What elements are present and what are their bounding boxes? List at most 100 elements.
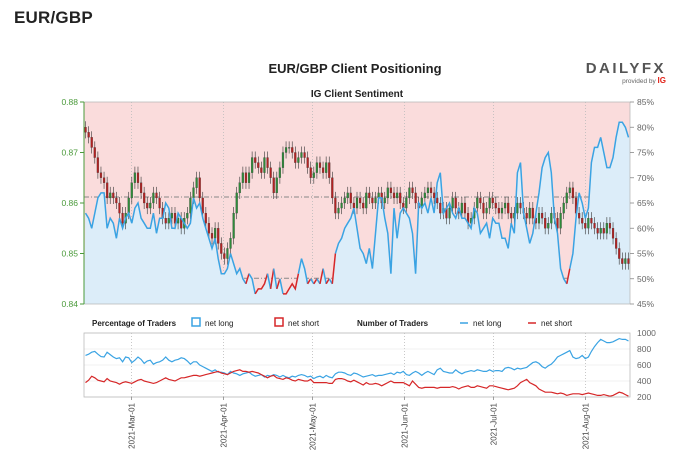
sentiment-line-short — [313, 278, 318, 285]
sentiment-line-long — [279, 278, 284, 295]
candle-body — [251, 157, 254, 173]
candle-body — [306, 157, 309, 168]
candle-body — [405, 197, 408, 209]
candle-body — [621, 258, 624, 264]
candle-body — [491, 197, 494, 204]
candle-body — [204, 212, 207, 224]
candle-body — [516, 202, 519, 214]
candle-body — [590, 218, 593, 224]
sentiment-line-long — [569, 121, 630, 269]
logo-brand-text: IG — [657, 76, 666, 85]
candle-body — [476, 197, 479, 209]
left-tick-label: 0.88 — [61, 97, 78, 107]
candle-body — [436, 197, 439, 204]
candle-body — [359, 197, 362, 204]
legend-pct-long-text: net long — [205, 319, 233, 328]
candle-body — [170, 212, 173, 219]
bottom-right-tick-label: 400 — [637, 376, 651, 386]
candle-body — [173, 212, 177, 224]
candle-body — [365, 192, 368, 209]
candle-body — [340, 202, 343, 209]
x-tick-label: 2021-May-01 — [308, 402, 317, 450]
candle-body — [275, 177, 278, 194]
candle-body — [525, 212, 528, 219]
candle-body — [195, 177, 198, 188]
left-tick-label: 0.85 — [61, 249, 78, 259]
x-tick-label: 2021-Jun-01 — [400, 402, 409, 447]
legend-pct-long-swatch — [191, 317, 201, 327]
sentiment-line-long — [84, 192, 247, 285]
candle-body — [118, 202, 121, 214]
candle-body — [541, 212, 544, 219]
candle-body — [463, 202, 467, 214]
candle-body — [426, 187, 430, 194]
sentiment-line-long — [334, 150, 568, 285]
candle-body — [303, 152, 306, 158]
x-tick-label: 2021-Aug-01 — [581, 402, 590, 449]
candle-body — [155, 192, 158, 199]
candle-body — [396, 192, 399, 199]
candle-body — [439, 202, 442, 214]
candle-body — [565, 192, 568, 204]
legend-pct-short-text: net short — [288, 319, 320, 328]
candle-body — [226, 248, 229, 259]
candle-body — [232, 212, 235, 239]
candle-body — [618, 248, 621, 259]
candle-body — [507, 202, 510, 214]
sentiment-line-long — [266, 273, 272, 290]
candle-body — [297, 157, 300, 163]
candle-body — [90, 137, 93, 148]
candle-body — [544, 218, 547, 229]
chart-title: EUR/GBP Client Positioning — [268, 61, 441, 76]
candle-body — [362, 202, 365, 209]
x-tick-label: 2021-Apr-01 — [219, 402, 228, 447]
candle-body — [587, 218, 590, 229]
candle-body — [578, 212, 581, 219]
sentiment-line-long — [272, 268, 278, 290]
candle-body — [500, 207, 504, 214]
candle-body — [158, 197, 161, 209]
candle-body — [389, 187, 393, 194]
candle-body — [331, 177, 334, 199]
sentiment-line-short — [269, 268, 275, 290]
sentiment-line-short — [331, 253, 337, 284]
right-tick-label: 85% — [637, 97, 654, 107]
left-tick-label: 0.87 — [61, 148, 78, 158]
candle-body — [127, 197, 130, 214]
candle-body — [210, 233, 214, 239]
candle-body — [383, 197, 386, 204]
candle-body — [605, 223, 608, 234]
candle-body — [294, 152, 297, 163]
candle-body — [460, 202, 463, 214]
candle-body — [189, 197, 192, 214]
candle-body — [263, 157, 266, 173]
legend-pct-short-swatch — [274, 317, 284, 327]
candle-body — [238, 182, 241, 194]
bottom-right-tick-label: 800 — [637, 344, 651, 354]
logo-main-text: DAILY — [585, 60, 642, 77]
candle-body — [220, 243, 223, 254]
sentiment-line-short — [254, 273, 269, 295]
candle-body — [386, 187, 389, 199]
candle-body — [355, 197, 359, 209]
candle-body — [93, 147, 96, 158]
candle-body — [214, 228, 217, 239]
sentiment-line-short — [306, 278, 312, 285]
candle-body — [244, 172, 248, 183]
candle-body — [321, 167, 325, 173]
candle-body — [559, 212, 562, 229]
candle-body — [102, 177, 106, 183]
candle-body — [451, 197, 454, 209]
candle-body — [164, 218, 167, 224]
candle-body — [399, 192, 402, 204]
candle-body — [488, 197, 491, 209]
candle-body — [318, 162, 322, 168]
candle-body — [494, 202, 497, 209]
candle-body — [568, 187, 571, 194]
candle-body — [581, 218, 584, 224]
candle-body — [207, 223, 211, 234]
candle-body — [562, 202, 565, 214]
candle-body — [349, 192, 352, 204]
candle-body — [106, 182, 109, 199]
candle-body — [281, 152, 285, 168]
